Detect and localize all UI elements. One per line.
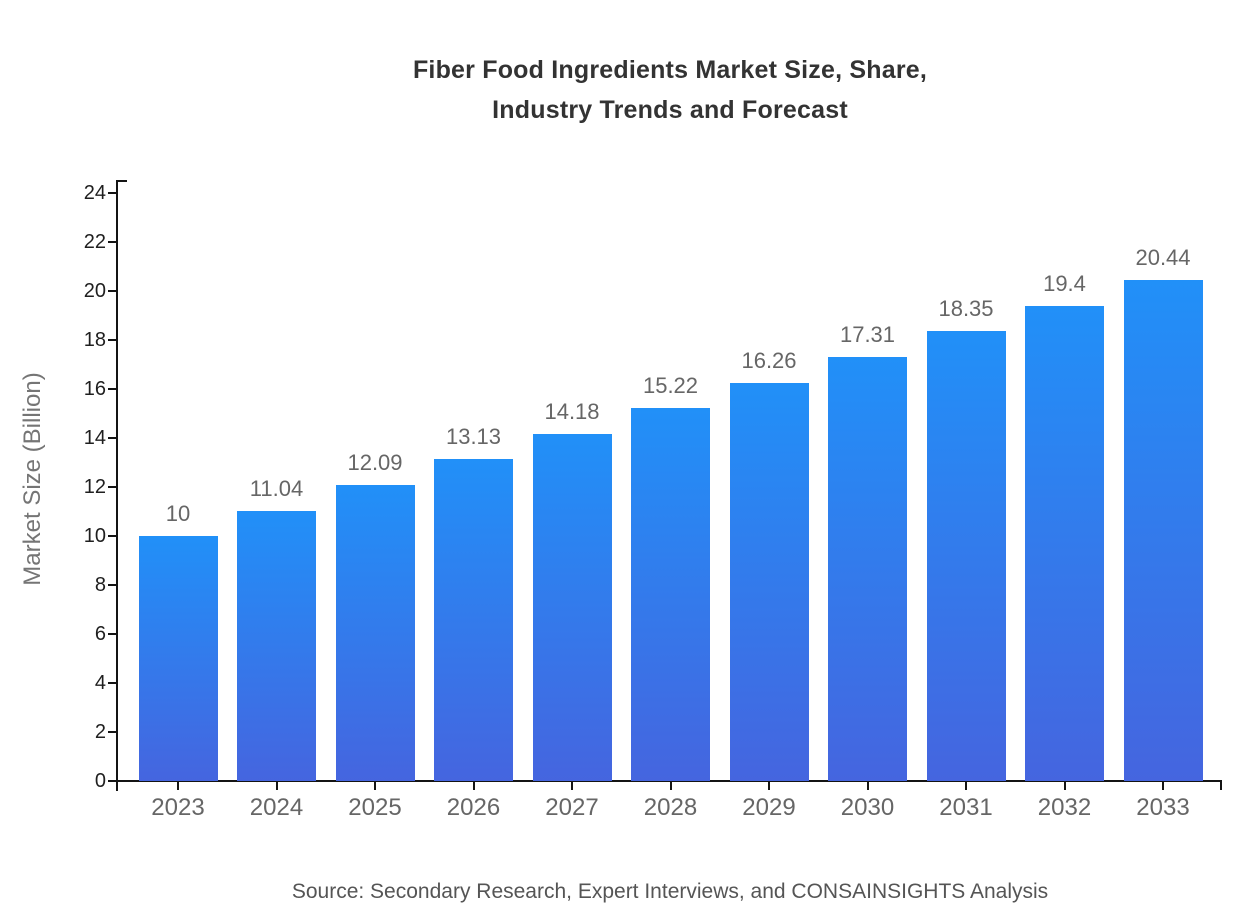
- y-tick-label: 20: [83, 280, 106, 302]
- x-tick-label: 2029: [742, 794, 796, 821]
- y-tick: [108, 486, 116, 488]
- y-tick: [108, 290, 116, 292]
- x-tick-label: 2030: [840, 794, 895, 821]
- y-tick-label: 22: [83, 231, 106, 253]
- x-tick: [1063, 782, 1066, 790]
- x-tick-label: 2031: [939, 794, 993, 821]
- x-tick: [965, 782, 967, 790]
- source-attribution: Source: Secondary Research, Expert Inter…: [291, 880, 1049, 903]
- bar: [434, 459, 513, 781]
- x-tick: [177, 782, 179, 790]
- bar-value-label: 15.22: [642, 373, 699, 399]
- bar: [532, 433, 612, 781]
- bar: [631, 408, 710, 781]
- x-tick: [1162, 782, 1164, 790]
- x-tick-label: 2032: [1037, 794, 1092, 821]
- bar: [729, 382, 809, 781]
- y-axis-line: [116, 180, 118, 791]
- bar: [335, 484, 415, 781]
- y-tick: [108, 339, 116, 341]
- y-tick: [108, 535, 116, 537]
- y-tick: [108, 633, 116, 635]
- bar: [138, 536, 218, 781]
- y-tick-label: 16: [83, 378, 106, 400]
- bar-value-label: 16.26: [741, 347, 797, 373]
- y-tick: [108, 388, 116, 390]
- x-tick: [275, 782, 278, 790]
- x-tick-label: 2028: [643, 794, 698, 821]
- bar: [828, 356, 907, 781]
- x-axis-line: [116, 780, 1222, 782]
- x-tick-label: 2033: [1136, 794, 1190, 821]
- x-tick-label: 2027: [545, 794, 599, 821]
- x-tick: [866, 782, 869, 790]
- x-tick: [669, 782, 672, 790]
- bar-value-label: 13.13: [445, 424, 502, 450]
- y-tick: [108, 241, 116, 243]
- y-tick-label: 14: [83, 427, 106, 449]
- chart-title-line2: Industry Trends and Forecast: [492, 96, 848, 124]
- x-tick-label: 2023: [151, 794, 205, 821]
- y-tick-label: 4: [94, 672, 106, 694]
- x-tick-label: 2025: [348, 794, 402, 821]
- y-tick: [108, 584, 116, 586]
- y-tick-label: 18: [83, 329, 106, 351]
- x-axis-end-tick: [1220, 780, 1222, 790]
- y-tick: [108, 780, 116, 782]
- bar-value-label: 11.04: [249, 475, 304, 501]
- x-tick: [768, 782, 770, 790]
- x-tick-label: 2026: [446, 794, 501, 821]
- y-tick-label: 8: [94, 574, 106, 596]
- x-tick: [571, 782, 573, 790]
- bar: [1025, 305, 1104, 781]
- y-axis-top-cap-tick: [116, 180, 127, 182]
- bar: [237, 510, 316, 781]
- bar-value-label: 14.18: [544, 398, 600, 424]
- bar-value-label: 19.4: [1043, 270, 1086, 296]
- y-tick-label: 0: [94, 770, 106, 792]
- x-tick: [472, 782, 475, 790]
- y-tick-label: 10: [83, 525, 106, 547]
- y-tick-label: 6: [94, 623, 106, 645]
- y-tick: [108, 437, 116, 439]
- bar: [1123, 280, 1203, 781]
- bar-value-label: 10: [165, 501, 191, 526]
- y-tick-label: 12: [83, 476, 106, 498]
- bar-value-label: 18.35: [938, 296, 994, 322]
- y-tick-label: 24: [83, 182, 106, 204]
- chart-title-line1: Fiber Food Ingredients Market Size, Shar…: [412, 56, 928, 84]
- bar-value-label: 12.09: [347, 449, 403, 475]
- y-tick-label: 2: [94, 721, 106, 743]
- x-tick: [374, 782, 376, 790]
- bar-value-label: 17.31: [839, 321, 896, 347]
- y-tick: [108, 192, 116, 194]
- y-tick: [108, 731, 116, 733]
- bar: [926, 331, 1006, 781]
- bar-value-label: 20.44: [1135, 245, 1191, 271]
- y-tick: [108, 682, 116, 684]
- x-tick-label: 2024: [249, 794, 304, 821]
